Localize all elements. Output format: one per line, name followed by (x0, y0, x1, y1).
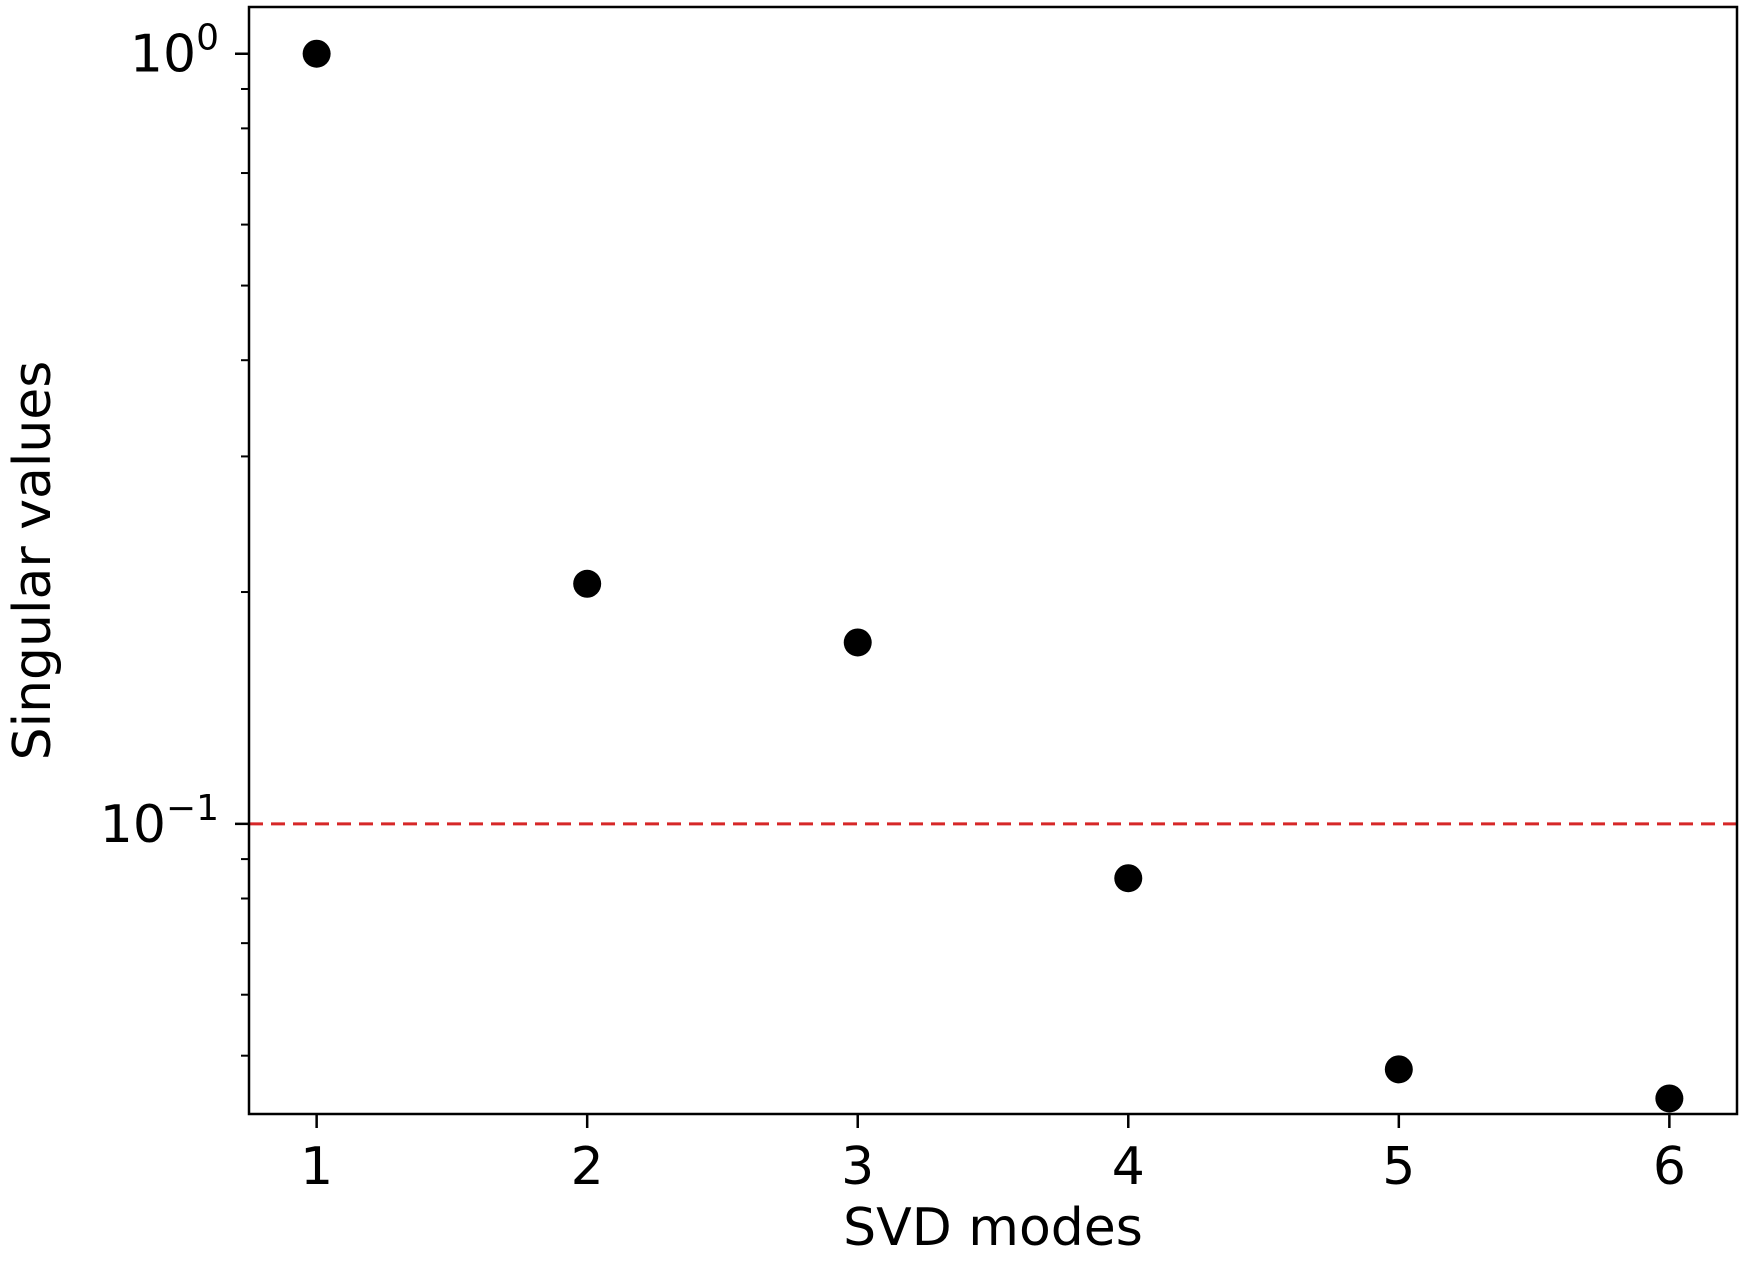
y-major-ticks: 100 10−1 (100, 18, 249, 855)
x-tick-label: 5 (1382, 1137, 1415, 1197)
x-ticks: 1 2 3 4 5 6 (300, 1114, 1686, 1197)
x-axis-label: SVD modes (843, 1198, 1143, 1258)
x-tick-label: 3 (841, 1137, 874, 1197)
data-point (1114, 864, 1143, 893)
x-tick-label: 2 (571, 1137, 604, 1197)
data-point (302, 39, 331, 68)
data-points (302, 39, 1684, 1113)
data-point (1655, 1084, 1684, 1113)
y-tick-label: 100 (130, 18, 219, 85)
data-point (1384, 1055, 1413, 1084)
x-tick-label: 6 (1653, 1137, 1686, 1197)
y-axis-label: Singular values (3, 361, 63, 761)
x-tick-label: 1 (300, 1137, 333, 1197)
plot-frame (247, 5, 1739, 1116)
data-point (843, 628, 872, 657)
y-tick-label: 10−1 (100, 788, 219, 855)
x-tick-label: 4 (1112, 1137, 1145, 1197)
data-point (573, 569, 602, 598)
y-minor-ticks (241, 87, 249, 1057)
